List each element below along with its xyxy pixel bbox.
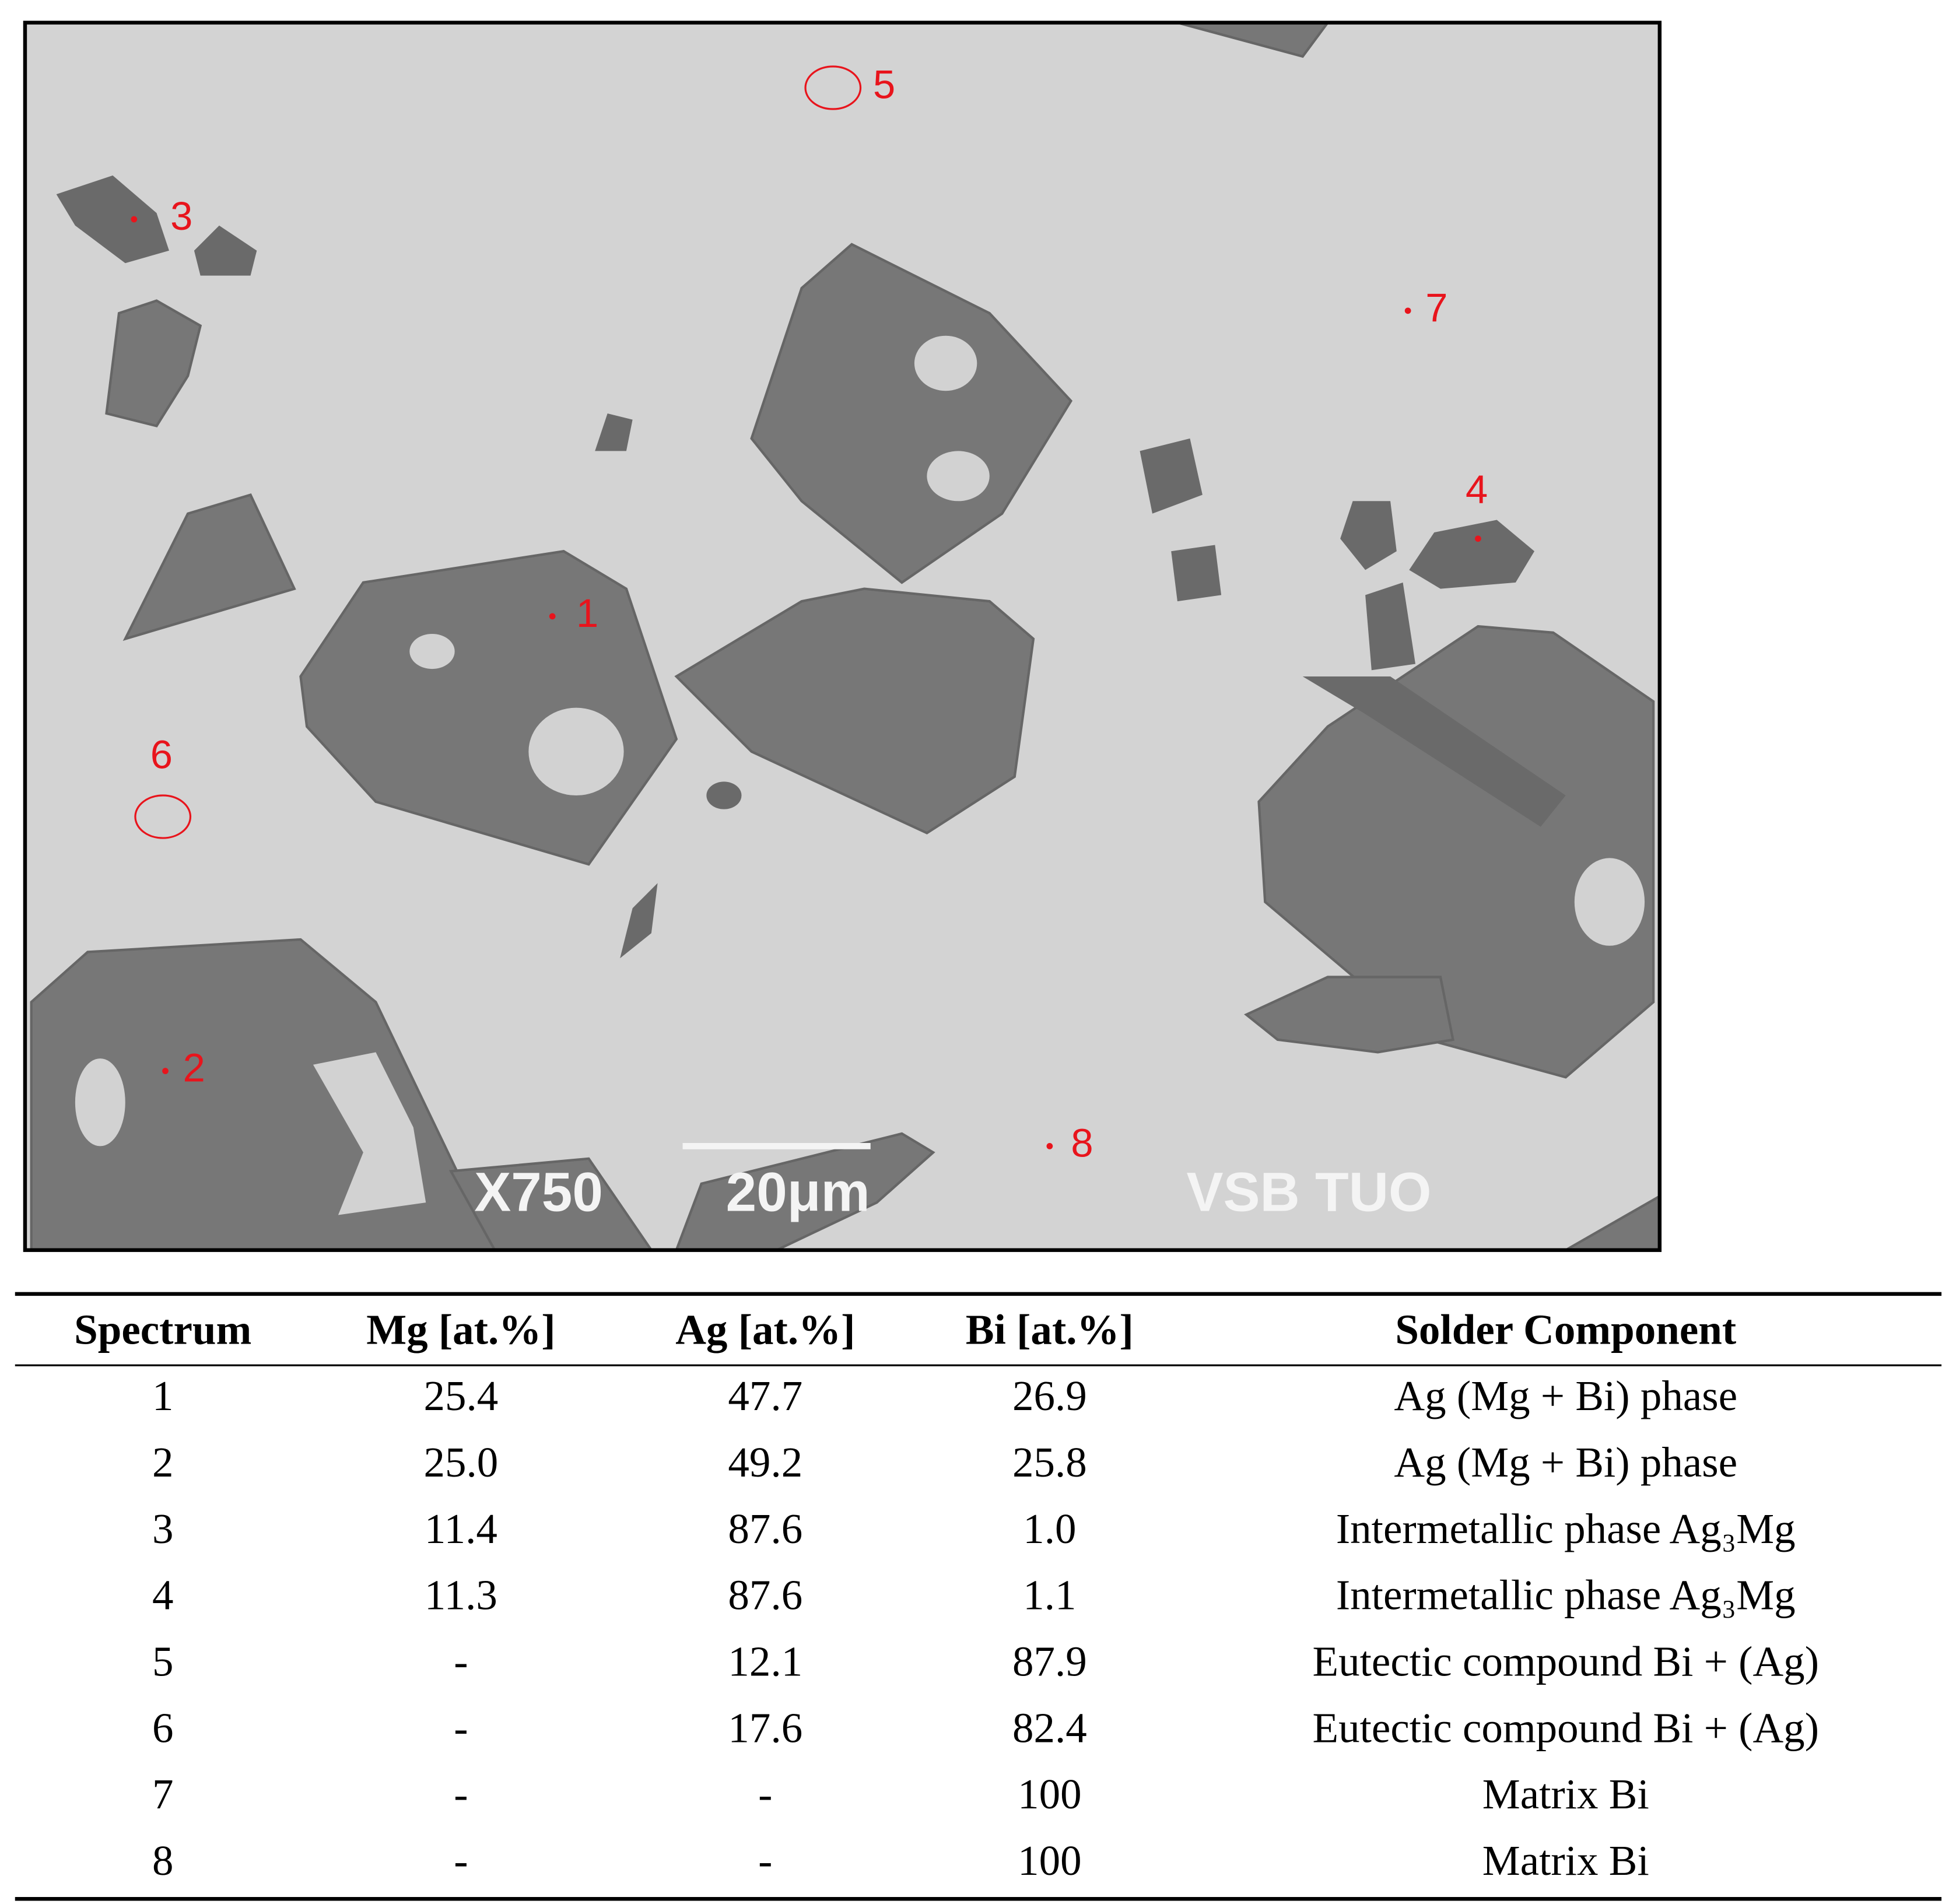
blob (1302, 676, 1566, 827)
table-cell: 8 (152, 1837, 174, 1884)
marker-ring (804, 65, 862, 110)
table-cell: 87.9 (1012, 1638, 1087, 1685)
marker-label: 7 (1425, 285, 1447, 330)
grain-hole (914, 335, 977, 391)
table-cell: 26.9 (1012, 1372, 1087, 1419)
table-cell: 87.6 (728, 1572, 802, 1619)
blob (1171, 545, 1222, 602)
column-header: Solder Component (1395, 1306, 1736, 1353)
markers: 1 2 3 4 5 6 7 8 (131, 62, 1488, 1166)
grain (1244, 976, 1455, 1054)
table-cell: 82.4 (1012, 1704, 1087, 1751)
marker-dot (131, 216, 138, 223)
marker-ring (134, 794, 192, 839)
table-cell: Eutectic compound Bi + (Ag) (1313, 1638, 1820, 1685)
lab-label: VSB TUO (1186, 1161, 1431, 1223)
table-cell: Intermetallic phase Ag₃Mg (1336, 1572, 1796, 1619)
marker-label: 6 (150, 732, 173, 777)
blob (122, 493, 296, 641)
blob (56, 175, 169, 264)
grain (750, 243, 1073, 584)
table-cell: Intermetallic phase Ag₃Mg (1336, 1505, 1796, 1552)
marker-label: 1 (576, 591, 598, 636)
table-cell: 47.7 (728, 1372, 802, 1419)
table-cell: 1 (152, 1372, 174, 1419)
grain-hole (75, 1058, 125, 1146)
marker-label: 2 (183, 1046, 205, 1090)
marker-dot (1404, 307, 1411, 314)
micrograph-frame (23, 20, 1662, 1252)
table-cell: 5 (152, 1638, 174, 1685)
blob (1140, 438, 1203, 514)
table-cell: 1.1 (1023, 1572, 1076, 1619)
grain-hole (409, 633, 455, 669)
marker-dot (162, 1068, 169, 1074)
table-cell: 25.0 (424, 1439, 499, 1486)
table-cell: - (758, 1770, 772, 1818)
grain (1257, 625, 1655, 1079)
table-cell: - (454, 1638, 468, 1685)
table-cell: 6 (152, 1704, 174, 1751)
table-cell: - (758, 1837, 772, 1884)
blob (620, 883, 658, 959)
column-header: Bi [at.%] (966, 1306, 1134, 1353)
scale-bar-label: 20μm (726, 1161, 870, 1223)
table-cell: 11.4 (425, 1505, 497, 1552)
magnification: X750 (474, 1161, 603, 1223)
column-header: Mg [at.%] (366, 1306, 555, 1353)
column-header: Spectrum (74, 1306, 251, 1353)
table-cell: 4 (152, 1572, 174, 1619)
blob (105, 299, 202, 427)
table-cell: 87.6 (728, 1505, 802, 1552)
grain-hole (528, 707, 624, 796)
table-cell: 2 (152, 1439, 174, 1486)
table-cell: Eutectic compound Bi + (Ag) (1313, 1704, 1820, 1751)
blob (1409, 520, 1535, 589)
table-cell: Ag (Mg + Bi) phase (1394, 1439, 1737, 1486)
blob (194, 225, 257, 276)
column-header: Ag [at.%] (675, 1306, 855, 1353)
blob (1365, 582, 1416, 671)
table-cell: 25.4 (424, 1372, 499, 1419)
grain (674, 587, 1035, 834)
marker-dot (1046, 1143, 1053, 1149)
marker-dot (1475, 535, 1481, 542)
micrograph: X750 20μm VSB TUO (23, 20, 1662, 1252)
grain-hole (927, 451, 990, 502)
marker-label: 5 (873, 62, 895, 107)
table-cell: 3 (152, 1505, 174, 1552)
table-cell: Matrix Bi (1482, 1837, 1649, 1884)
table-cell: 17.6 (728, 1704, 802, 1751)
table-cell: - (454, 1837, 468, 1884)
table-cell: 25.8 (1012, 1439, 1087, 1486)
table-cell: 12.1 (728, 1638, 802, 1685)
table-cell: 100 (1018, 1837, 1082, 1884)
table-cell: Ag (Mg + Bi) phase (1394, 1372, 1737, 1419)
marker-label: 8 (1071, 1121, 1093, 1166)
table: Spectrum Mg [at.%] Ag [at.%] Bi [at.%] Solde… (15, 1292, 1942, 1901)
marker-label: 4 (1466, 467, 1488, 511)
table-cell: 100 (1018, 1770, 1082, 1818)
table-cell: - (454, 1770, 468, 1818)
table-cell: 49.2 (728, 1439, 802, 1486)
table-cell: 1.0 (1023, 1505, 1076, 1552)
blob (706, 781, 742, 809)
grain-hole (313, 1052, 426, 1215)
table-cell: Matrix Bi (1482, 1770, 1649, 1818)
blob (1340, 501, 1397, 570)
blob (595, 413, 633, 451)
table-cell: - (454, 1704, 468, 1751)
table-cell: 11.3 (425, 1572, 497, 1619)
marker-label: 3 (170, 194, 192, 239)
marker-dot (549, 613, 556, 620)
grain-hole (1574, 858, 1645, 946)
table-cell: 7 (152, 1770, 174, 1818)
